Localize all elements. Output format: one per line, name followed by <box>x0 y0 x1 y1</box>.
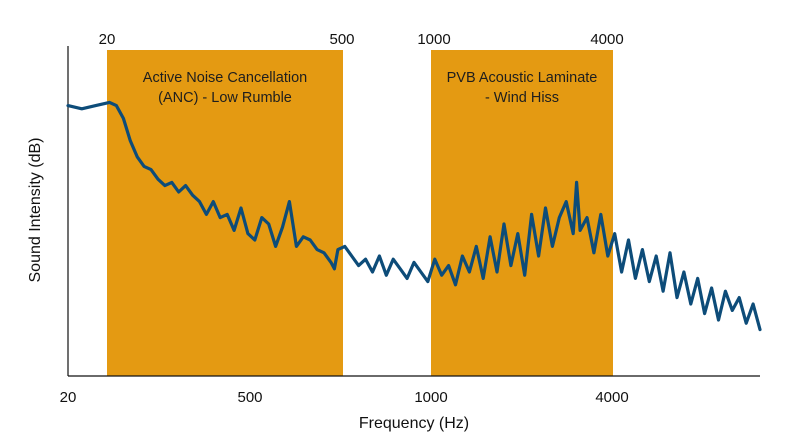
series-layer <box>66 100 762 332</box>
band-2-label-line-1: PVB Acoustic Laminate <box>447 70 598 86</box>
x-tick-label-4000: 4000 <box>595 389 628 406</box>
band-1-label-line-1: Active Noise Cancellation <box>143 70 307 86</box>
x-tick-label-1000: 1000 <box>414 389 447 406</box>
bands-layer: Active Noise Cancellation (ANC) - Low Rum… <box>107 50 613 376</box>
top-tick-label-1000: 1000 <box>417 31 450 48</box>
top-tick-label-500: 500 <box>329 31 354 48</box>
x-tick-label-500: 500 <box>237 389 262 406</box>
series-line-1 <box>66 100 762 332</box>
y-axis-label: Sound Intensity (dB) <box>27 138 44 283</box>
top-tick-label-20: 20 <box>99 31 116 48</box>
x-axis-label: Frequency (Hz) <box>359 415 469 432</box>
tick-labels: 20 500 1000 4000 20 500 1000 4000 <box>60 31 629 406</box>
frequency-band-1 <box>107 50 343 376</box>
top-tick-label-4000: 4000 <box>590 31 623 48</box>
band-2-label-line-2: - Wind Hiss <box>485 90 559 106</box>
frequency-band-2 <box>431 50 613 376</box>
x-tick-label-20: 20 <box>60 389 77 406</box>
band-1-label-line-2: (ANC) - Low Rumble <box>158 90 292 106</box>
